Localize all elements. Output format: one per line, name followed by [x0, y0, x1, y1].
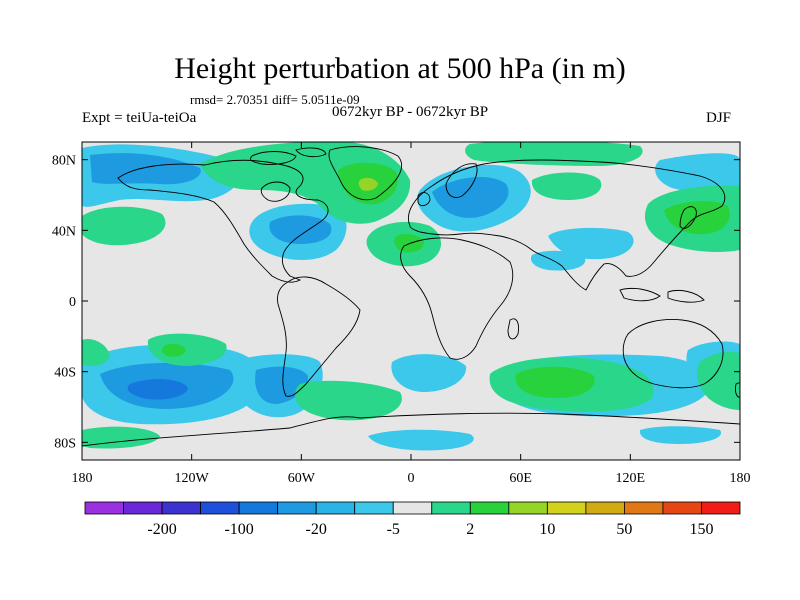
contour-low-central-asia	[548, 227, 634, 260]
contour-high-subtropical-south-pacific-inner	[161, 343, 186, 357]
contour-low-south-america-inner	[255, 366, 308, 404]
contour-low-antarctic-east	[639, 426, 722, 444]
contour-high-antarctic-pacific	[82, 426, 160, 449]
coastline-greenland	[328, 146, 403, 201]
colorbar-swatch	[662, 501, 702, 515]
contour-low-west-pacific-edge	[655, 153, 740, 195]
map-title: Height perturbation at 500 hPa (in m)	[174, 52, 626, 85]
coastline-japan	[679, 206, 697, 229]
colorbar-swatch	[701, 501, 741, 515]
contour-low-south-pacific-core	[127, 379, 188, 400]
colorbar-label: -200	[147, 521, 176, 538]
coastline-south-america	[277, 276, 361, 397]
colorbar-label: 150	[689, 521, 713, 538]
colorbar-label: 50	[616, 521, 632, 538]
contour-high-canada	[200, 142, 411, 224]
x-tick-label: 180	[730, 471, 751, 486]
x-tick-label: 180	[72, 471, 93, 486]
coastline-north-america	[117, 159, 329, 283]
colorbar-label: 10	[539, 521, 555, 538]
y-tick-label: 0	[69, 295, 76, 310]
colorbar-swatch	[624, 501, 664, 515]
x-tick-label: 60E	[509, 471, 532, 486]
colorbar-swatch	[84, 501, 124, 515]
colorbar-label: 2	[466, 521, 474, 538]
colorbar-swatch	[354, 501, 394, 515]
x-tick-label: 120E	[616, 471, 646, 486]
x-tick-label: 120W	[175, 471, 210, 486]
colorbar-swatch	[277, 501, 317, 515]
colorbar: -200 -100 -20 -5 2 10 50 150	[84, 501, 741, 538]
contour-low-eurasia-inner	[432, 177, 509, 218]
coastline-hudson-bay	[260, 181, 291, 202]
shaded-field	[82, 142, 740, 451]
contour-high-west-pacific	[82, 206, 166, 246]
colorbar-swatch	[508, 501, 548, 515]
colorbar-swatch	[238, 501, 279, 515]
contour-high-south-indian-inner	[515, 366, 595, 398]
x-tick-label: 60W	[288, 471, 316, 486]
latitude-axis: 80N 40N 0 40S 80S	[52, 154, 740, 451]
coastline-indonesia	[619, 287, 705, 303]
colorbar-swatch	[469, 501, 510, 515]
contour-low-antarctic-atlantic	[368, 429, 474, 451]
experiment-label: Expt = teiUa-teiOa	[82, 110, 197, 126]
coastline-madagascar	[507, 318, 519, 340]
longitude-axis: 180 120W 60W 0 60E 120E 180	[72, 142, 751, 486]
contour-high-tasman	[697, 351, 740, 410]
colorbar-label: -20	[306, 521, 327, 538]
contour-high-siberia	[531, 172, 602, 200]
colorbar-swatch	[546, 501, 587, 515]
y-tick-label: 80S	[54, 436, 76, 451]
colorbar-swatch	[431, 501, 471, 515]
colorbar-swatch	[315, 501, 356, 515]
colorbar-swatch	[123, 501, 163, 515]
season-label: DJF	[706, 110, 732, 126]
contour-low-arabian-sea	[530, 250, 586, 271]
coastlines	[82, 146, 740, 460]
coastline-africa	[400, 237, 514, 360]
colorbar-swatch	[200, 501, 240, 515]
contour-high-south-atlantic	[82, 338, 110, 366]
colorbar-swatch	[585, 501, 625, 515]
coastline-british-isles	[417, 192, 431, 207]
contour-low-south-indian-west	[391, 354, 467, 392]
contour-low-east-america-inner	[269, 215, 332, 244]
contour-low-north-pacific-inner	[90, 153, 201, 185]
colorbar-label: -5	[387, 521, 400, 538]
coastline-antarctica	[82, 412, 740, 460]
period-label: 0672kyr BP - 0672kyr BP	[331, 104, 489, 120]
y-tick-label: 40N	[52, 224, 76, 239]
y-tick-label: 40S	[54, 366, 76, 381]
x-tick-label: 0	[408, 471, 415, 486]
y-tick-label: 80N	[52, 154, 76, 169]
coastline-australia	[622, 319, 724, 389]
contour-high-subtropical-south-pacific	[147, 333, 227, 366]
contour-high-greenland-strip	[465, 142, 643, 166]
coastline-new-zealand	[735, 382, 740, 398]
coastline-arctic-islands	[250, 147, 327, 165]
contour-high-south-pacific-east	[295, 380, 402, 421]
contour-high-canada-core	[358, 177, 378, 191]
coastline-scandinavia	[445, 163, 478, 198]
rmsd-diff-stats: rmsd= 2.70351 diff= 5.0511e-09	[190, 92, 360, 107]
colorbar-label: -100	[224, 521, 253, 538]
colorbar-swatch	[161, 501, 201, 515]
colorbar-swatch	[392, 501, 433, 515]
coastline-eurasia	[408, 159, 726, 291]
